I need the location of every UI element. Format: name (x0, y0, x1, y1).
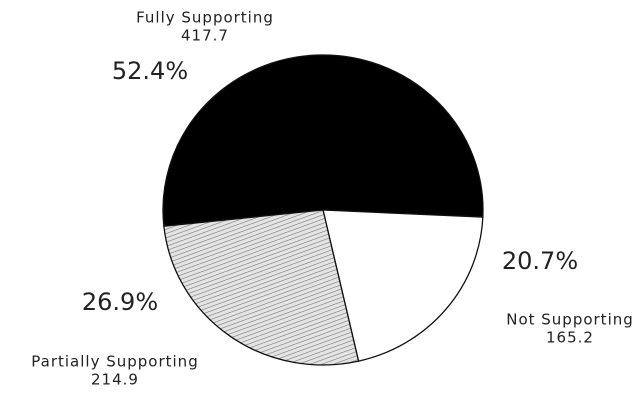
slice-name: Partially Supporting (31, 353, 198, 371)
pie-slice (322, 209, 484, 362)
pie-slice (163, 209, 360, 366)
slice-value: 417.7 (181, 27, 229, 45)
slice-value: 165.2 (546, 329, 594, 347)
slice-name: Fully Supporting (136, 9, 274, 27)
slice-percentage: 20.7% (502, 247, 578, 275)
slice-percentage: 26.9% (82, 288, 158, 316)
slice-name: Not Supporting (506, 311, 633, 329)
slice-value: 214.9 (91, 371, 139, 389)
slice-percentage: 52.4% (112, 57, 188, 85)
pie-slice (162, 54, 484, 227)
